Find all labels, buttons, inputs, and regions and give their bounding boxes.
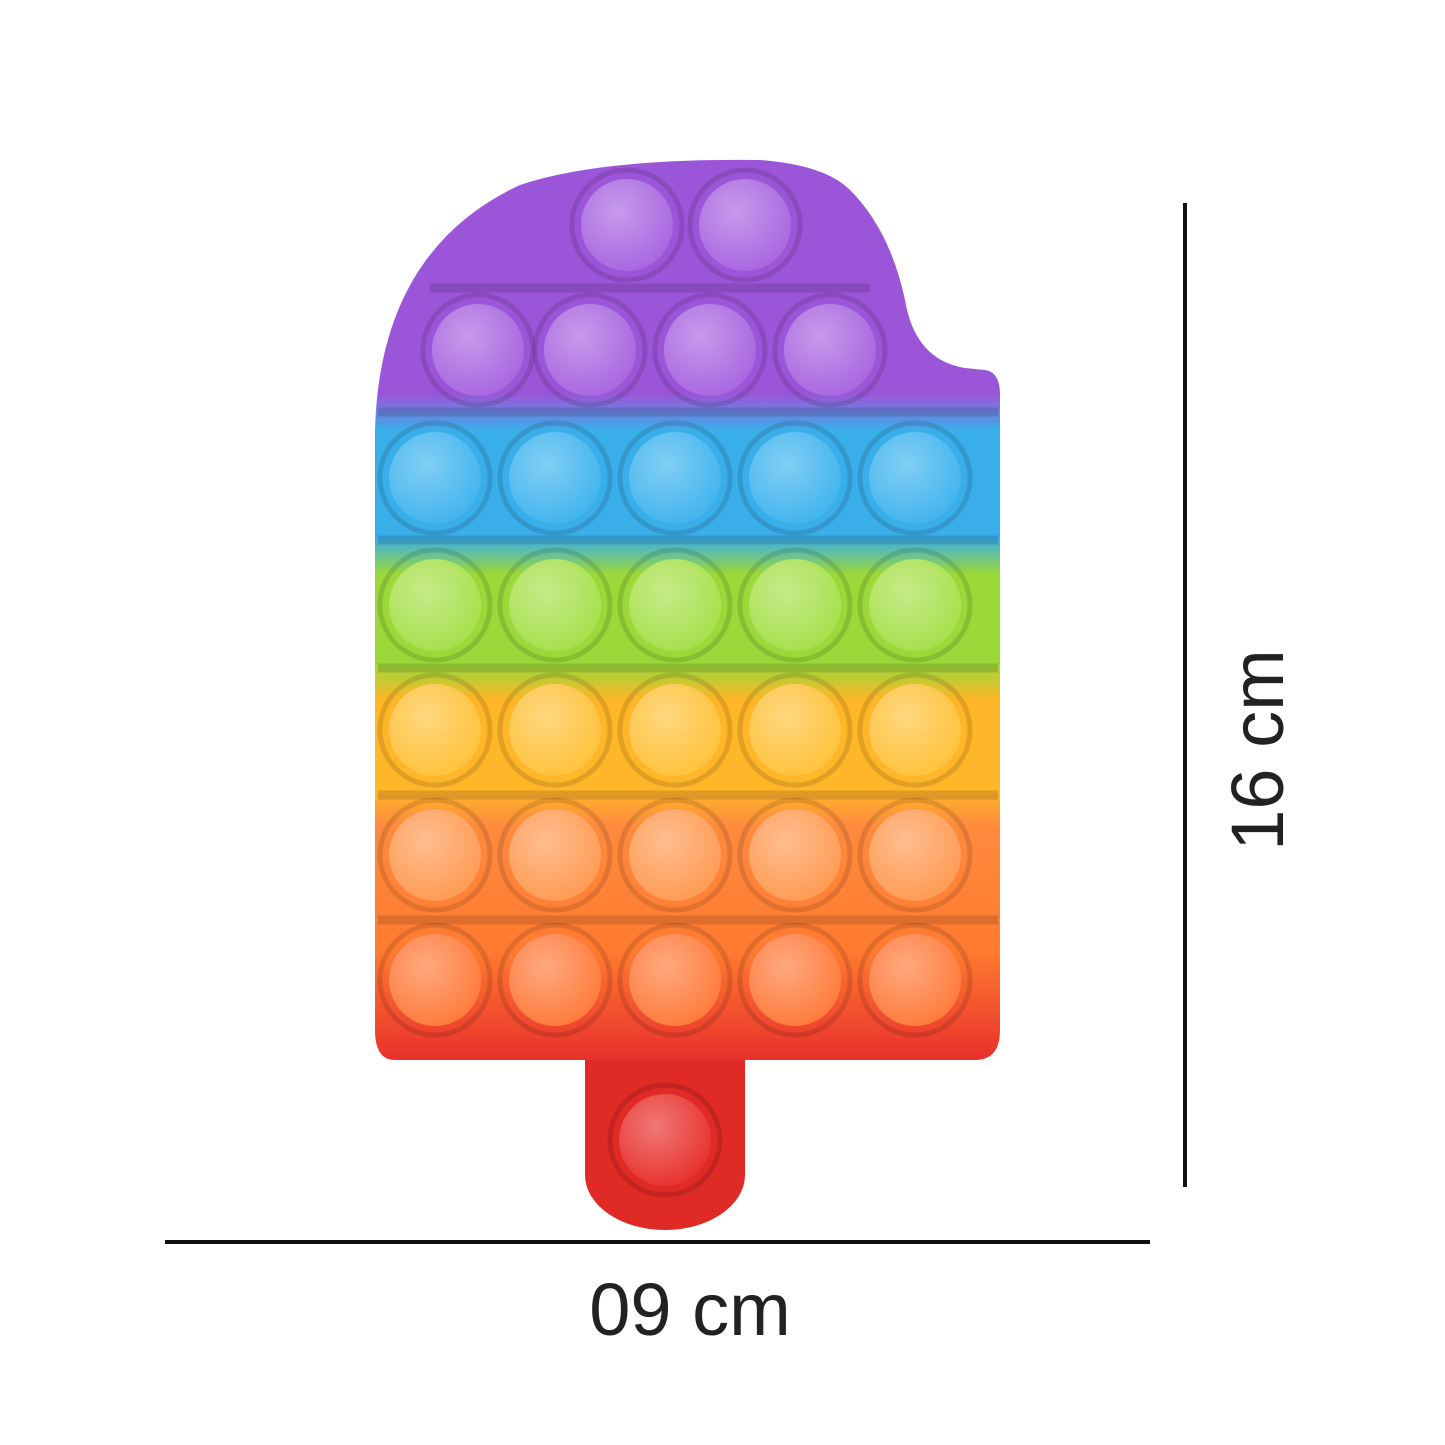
pop-bubble[interactable] xyxy=(497,420,613,536)
pop-bubble[interactable] xyxy=(617,922,733,1038)
pop-bubble[interactable] xyxy=(617,547,733,663)
pop-bubble[interactable] xyxy=(497,547,613,663)
pop-bubble[interactable] xyxy=(377,797,493,913)
pop-bubble[interactable] xyxy=(737,797,853,913)
pop-bubble[interactable] xyxy=(532,292,648,408)
pop-bubble[interactable] xyxy=(497,672,613,788)
pop-bubble[interactable] xyxy=(857,922,973,1038)
pop-bubble[interactable] xyxy=(617,420,733,536)
width-label: 09 cm xyxy=(589,1268,791,1351)
toy-body xyxy=(375,159,1000,1230)
pop-bubble[interactable] xyxy=(377,672,493,788)
pop-bubble[interactable] xyxy=(617,672,733,788)
pop-bubble[interactable] xyxy=(772,292,888,408)
pop-bubble[interactable] xyxy=(857,797,973,913)
pop-bubble[interactable] xyxy=(857,672,973,788)
height-label: 16 cm xyxy=(1216,649,1299,851)
pop-bubble[interactable] xyxy=(652,292,768,408)
pop-bubble[interactable] xyxy=(377,547,493,663)
pop-bubble[interactable] xyxy=(857,420,973,536)
pop-bubble[interactable] xyxy=(377,420,493,536)
pop-bubble[interactable] xyxy=(737,420,853,536)
pop-bubble[interactable] xyxy=(420,292,536,408)
pop-bubble[interactable] xyxy=(687,167,803,283)
pop-bubble[interactable] xyxy=(497,797,613,913)
pop-bubble[interactable] xyxy=(737,922,853,1038)
pop-bubble[interactable] xyxy=(857,547,973,663)
pop-bubble[interactable] xyxy=(377,922,493,1038)
pop-bubble[interactable] xyxy=(737,547,853,663)
pop-bubble[interactable] xyxy=(569,167,685,283)
pop-bubble[interactable] xyxy=(607,1082,723,1198)
pop-bubble[interactable] xyxy=(497,922,613,1038)
pop-bubble[interactable] xyxy=(737,672,853,788)
pop-bubble[interactable] xyxy=(617,797,733,913)
